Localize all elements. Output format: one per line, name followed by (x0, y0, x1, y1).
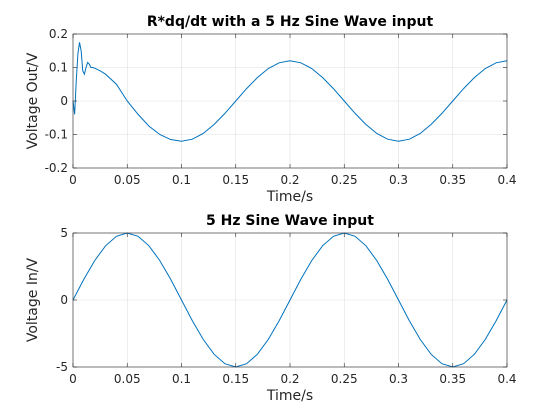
y-axis-label: Voltage Out/V (25, 52, 41, 149)
x-tick-label: 0 (69, 173, 77, 187)
series-line (72, 42, 508, 142)
x-tick-label: 0.25 (331, 372, 358, 386)
x-tick-label: 0.05 (114, 173, 141, 187)
x-tick-label: 0.25 (331, 173, 358, 187)
chart-title: 5 Hz Sine Wave input (206, 213, 374, 229)
x-tick-label: 0.05 (114, 372, 141, 386)
chart-title: R*dq/dt with a 5 Hz Sine Wave input (147, 14, 434, 30)
x-tick-label: 0.1 (172, 372, 191, 386)
y-tick-label: -0.1 (45, 128, 68, 142)
x-tick-label: 0.15 (222, 173, 249, 187)
y-tick-label: 0 (60, 94, 68, 108)
x-tick-label: 0.4 (497, 173, 516, 187)
x-axis-label: Time/s (266, 189, 313, 205)
y-tick-label: 0 (60, 293, 68, 307)
x-tick-label: 0 (69, 372, 77, 386)
x-tick-label: 0.4 (497, 372, 516, 386)
x-axis-label: Time/s (266, 388, 313, 404)
x-tick-label: 0.35 (439, 173, 466, 187)
x-tick-label: 0.3 (389, 372, 408, 386)
x-tick-label: 0.35 (439, 372, 466, 386)
x-tick-label: 0.2 (280, 372, 299, 386)
series-line (72, 232, 508, 368)
x-tick-label: 0.2 (280, 173, 299, 187)
y-axis-label: Voltage In/V (25, 257, 41, 342)
x-tick-label: 0.3 (389, 173, 408, 187)
y-tick-label: 5 (60, 226, 68, 240)
x-tick-label: 0.1 (172, 173, 191, 187)
y-tick-label: 0.2 (49, 27, 68, 41)
x-tick-label: 0.15 (222, 372, 249, 386)
y-tick-label: -5 (56, 360, 68, 374)
y-tick-label: 0.1 (49, 61, 68, 75)
plot-voltage-out: 0 0.05 0.1 0.15 0.2 0.25 0.3 0.35 0.4 -0.2 -0.1 0 0.… (25, 14, 517, 205)
y-tick-label: -0.2 (45, 161, 68, 175)
